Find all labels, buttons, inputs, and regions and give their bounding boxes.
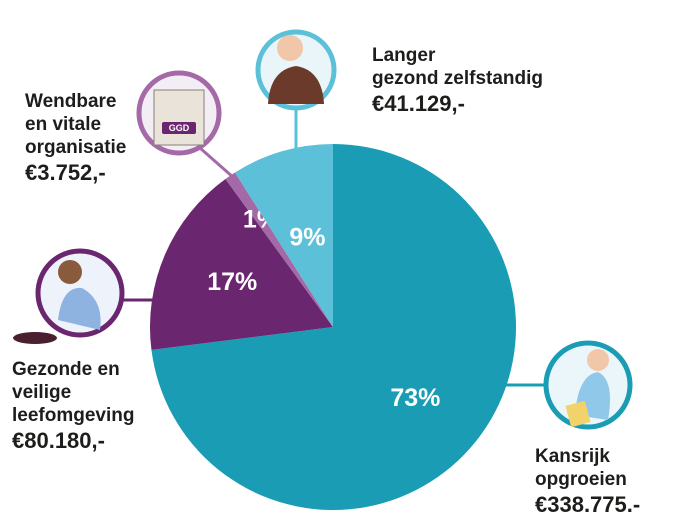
category-label: Langer gezond zelfstandig €41.129,- [372,44,543,117]
connectors [120,108,546,387]
pie-slice [225,172,333,327]
icon-head [587,349,609,371]
icon-head [58,260,82,284]
icon-head [277,35,303,61]
icons: GGD [13,29,633,430]
category-name: Wendbare en vitale organisatie [25,91,127,158]
icon-sign-text: GGD [169,123,190,133]
icon-wall [153,89,205,146]
category-label: Wendbare en vitale organisatie €3.752,- [25,90,126,186]
value-label: 9% [289,224,325,252]
pie-slice [150,178,333,350]
amount: €80.180,- [12,428,105,453]
pie-slice [234,144,333,327]
icon-body [58,287,101,330]
amount: €338.775.- [535,492,641,517]
icon-soil [13,332,57,344]
pie-slice [151,144,517,511]
pie: 73%17%1%9% [150,144,517,511]
category-name: Gezonde en veilige leefomgeving [12,359,135,426]
amount: €41.129,- [372,91,465,116]
icon-book [565,400,591,428]
category-label: Gezonde en veilige leefomgeving €80.180,- [12,358,134,454]
amount: €3.752,- [25,160,106,185]
category-name: Kansrijk opgroeien [535,446,627,490]
icon-sign [162,122,196,134]
category-label: Kansrijk opgroeien €338.775.- [535,445,640,518]
connector [199,146,235,180]
value-label: 17% [207,268,257,296]
icon-body [268,66,324,104]
category-name: Langer gezond zelfstandig [372,45,543,89]
value-label: 73% [390,384,440,412]
